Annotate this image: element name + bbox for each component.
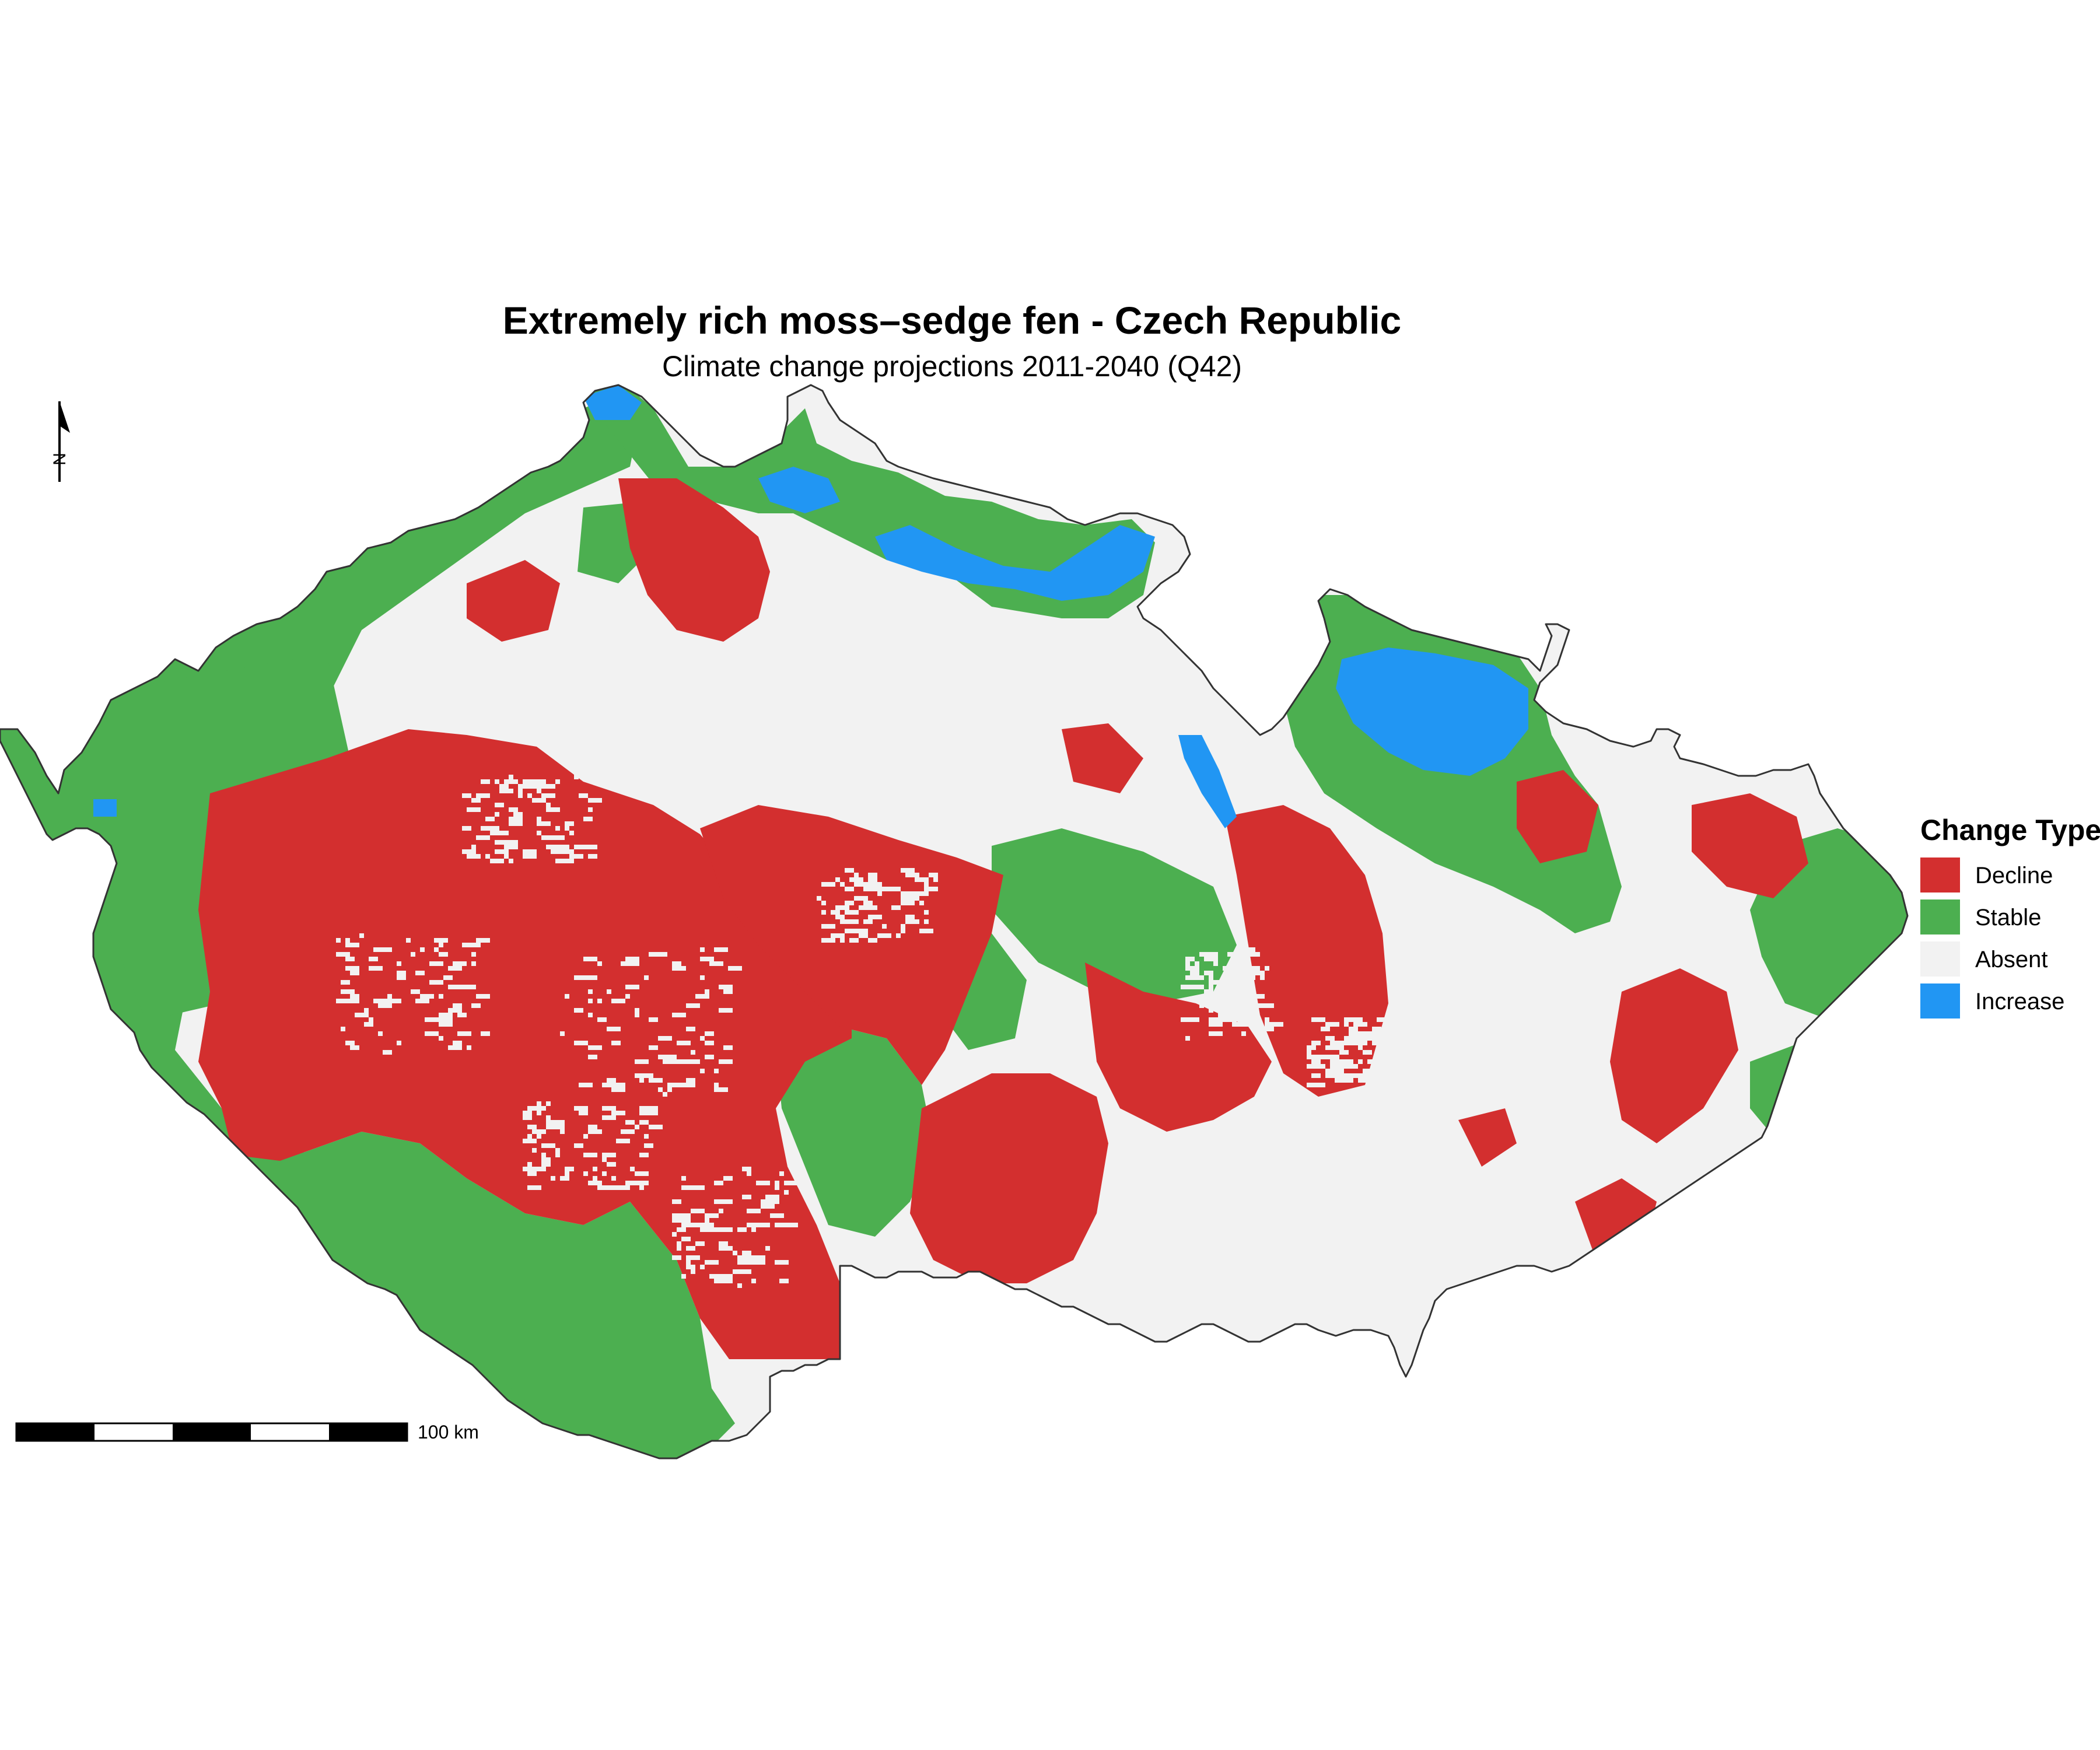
stable-region-highlands	[992, 828, 1237, 1003]
legend-label-increase: Increase	[1975, 989, 2064, 1014]
increase-region-jeseniky	[1336, 648, 1528, 776]
decline-region-northeast	[1517, 770, 1598, 863]
increase-layer	[93, 385, 1528, 828]
decline-region-southwest	[198, 729, 852, 1359]
legend-swatch-increase	[1920, 984, 1960, 1019]
decline-region-small-1	[1458, 1108, 1517, 1167]
change-layers	[0, 385, 1908, 1458]
increase-region-north-strip	[758, 467, 840, 513]
increase-region-valley	[1178, 735, 1237, 828]
legend-swatch-stable	[1920, 900, 1960, 935]
absent-speckle-layer	[336, 775, 1386, 1288]
map-subtitle: Climate change projections 2011-2040 (Q4…	[662, 350, 1242, 383]
legend-label-stable: Stable	[1975, 905, 2041, 930]
stable-region-sumava	[280, 1132, 735, 1458]
stable-region-north	[583, 385, 1155, 618]
decline-region-small-2	[1062, 723, 1143, 793]
czech-map	[0, 384, 1909, 1460]
north-arrow-head	[60, 401, 70, 433]
scale-bar: 100 km	[15, 1422, 479, 1443]
decline-region-south-center	[910, 1073, 1108, 1283]
stable-region-west	[0, 397, 700, 1458]
stable-region-west-block	[58, 653, 350, 1021]
decline-region-north-1	[618, 478, 770, 642]
increase-region-northwest	[583, 385, 642, 420]
decline-region-vysocina	[1085, 963, 1272, 1132]
country-border	[0, 384, 1909, 1460]
increase-region-west-speck	[93, 799, 117, 817]
decline-region-east-1	[1692, 793, 1808, 898]
scale-bar-segment-1	[16, 1423, 94, 1441]
increase-region-krkonose	[875, 525, 1155, 601]
legend-swatch-absent	[1920, 942, 1960, 977]
map-title: Extremely rich moss–sedge fen - Czech Re…	[503, 299, 1402, 342]
north-arrow-label: N	[50, 453, 69, 466]
scale-bar-label: 100 km	[418, 1422, 479, 1443]
legend-label-absent: Absent	[1975, 947, 2048, 972]
decline-region-north-2	[467, 560, 560, 642]
stable-region-central-1	[776, 1027, 933, 1237]
decline-region-east-2	[1610, 968, 1738, 1143]
north-arrow: N	[50, 401, 70, 482]
legend-title: Change Type	[1920, 814, 2100, 846]
scale-bar-segment-5	[329, 1423, 407, 1441]
scale-bar-segment-3	[173, 1423, 251, 1441]
legend-label-decline: Decline	[1975, 863, 2053, 888]
legend-swatch-decline	[1920, 858, 1960, 892]
decline-region-central	[700, 805, 1003, 1085]
legend: Change Type Decline Stable Absent Increase	[1920, 814, 2100, 1019]
